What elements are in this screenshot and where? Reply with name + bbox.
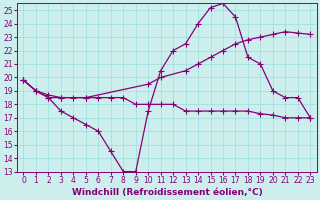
X-axis label: Windchill (Refroidissement éolien,°C): Windchill (Refroidissement éolien,°C) xyxy=(72,188,262,197)
